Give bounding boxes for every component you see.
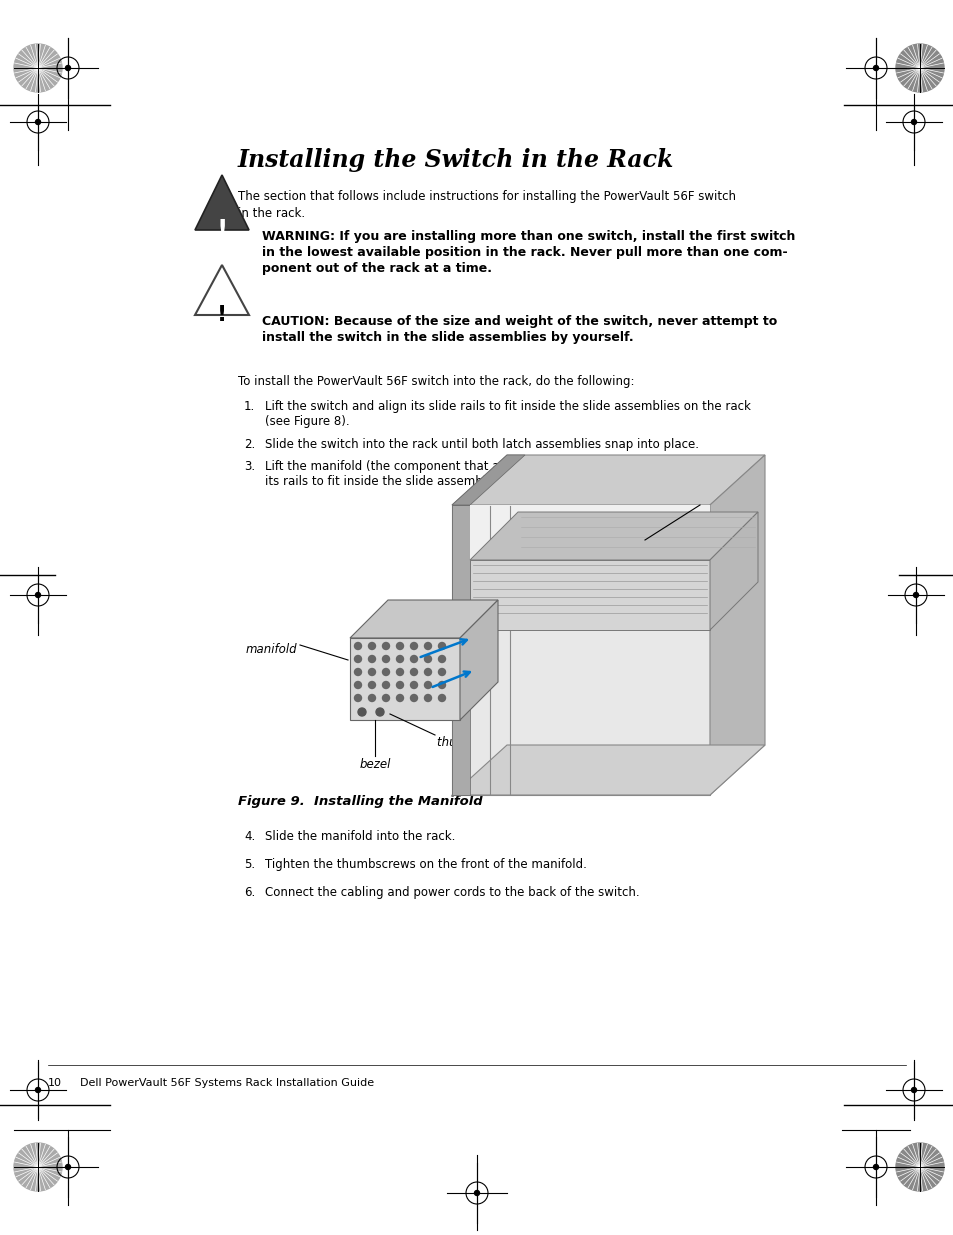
Text: 6.: 6. <box>244 885 255 899</box>
Text: manifold: manifold <box>245 643 296 656</box>
Circle shape <box>35 120 40 125</box>
Circle shape <box>424 682 431 688</box>
Circle shape <box>410 682 417 688</box>
Circle shape <box>438 694 445 701</box>
Text: (see Figure 8).: (see Figure 8). <box>265 415 349 429</box>
Text: !: ! <box>216 305 227 325</box>
Polygon shape <box>452 745 764 795</box>
Circle shape <box>355 694 361 701</box>
Circle shape <box>438 642 445 650</box>
Circle shape <box>368 668 375 676</box>
Text: Lift the manifold (the component that attaches to the front of the switch and al: Lift the manifold (the component that at… <box>265 459 752 473</box>
Polygon shape <box>709 454 764 795</box>
Text: Slide the manifold into the rack.: Slide the manifold into the rack. <box>265 830 455 844</box>
Polygon shape <box>470 513 758 559</box>
Text: Slide the switch into the rack until both latch assemblies snap into place.: Slide the switch into the rack until bot… <box>265 438 699 451</box>
Circle shape <box>355 656 361 662</box>
Circle shape <box>438 668 445 676</box>
Circle shape <box>14 44 62 91</box>
Circle shape <box>355 668 361 676</box>
Text: 10: 10 <box>48 1078 62 1088</box>
Circle shape <box>368 642 375 650</box>
Circle shape <box>895 1144 943 1191</box>
Circle shape <box>396 642 403 650</box>
Circle shape <box>424 656 431 662</box>
Polygon shape <box>452 505 709 795</box>
Text: Figure 9.  Installing the Manifold: Figure 9. Installing the Manifold <box>237 795 482 808</box>
Text: ponent out of the rack at a time.: ponent out of the rack at a time. <box>262 262 492 275</box>
Circle shape <box>424 668 431 676</box>
Circle shape <box>382 682 389 688</box>
Text: 4.: 4. <box>244 830 255 844</box>
Circle shape <box>873 1165 878 1170</box>
Circle shape <box>35 1088 40 1093</box>
Circle shape <box>66 1165 71 1170</box>
Polygon shape <box>452 454 764 505</box>
Polygon shape <box>470 505 709 559</box>
Text: !: ! <box>216 219 228 242</box>
Circle shape <box>873 65 878 70</box>
Polygon shape <box>452 454 524 505</box>
Text: in the rack.: in the rack. <box>237 207 305 220</box>
Text: install the switch in the slide assemblies by yourself.: install the switch in the slide assembli… <box>262 331 633 345</box>
Polygon shape <box>194 175 249 230</box>
Circle shape <box>424 642 431 650</box>
Circle shape <box>396 682 403 688</box>
Circle shape <box>375 708 384 716</box>
Circle shape <box>424 694 431 701</box>
Circle shape <box>35 593 40 598</box>
Polygon shape <box>459 600 497 720</box>
Polygon shape <box>709 513 758 630</box>
Circle shape <box>913 593 918 598</box>
Circle shape <box>410 694 417 701</box>
Circle shape <box>14 1144 62 1191</box>
Text: Installing the Switch in the Rack: Installing the Switch in the Rack <box>237 148 674 172</box>
Text: Lift the switch and align its slide rails to fit inside the slide assemblies on : Lift the switch and align its slide rail… <box>265 400 750 412</box>
Text: The section that follows include instructions for installing the PowerVault 56F : The section that follows include instruc… <box>237 190 735 203</box>
Circle shape <box>368 656 375 662</box>
Circle shape <box>410 642 417 650</box>
Circle shape <box>382 668 389 676</box>
Text: 5.: 5. <box>244 858 254 871</box>
Text: Dell PowerVault 56F Systems Rack Installation Guide: Dell PowerVault 56F Systems Rack Install… <box>80 1078 374 1088</box>
Circle shape <box>396 668 403 676</box>
Text: To install the PowerVault 56F switch into the rack, do the following:: To install the PowerVault 56F switch int… <box>237 375 634 388</box>
Circle shape <box>396 694 403 701</box>
Polygon shape <box>470 559 709 630</box>
Text: its rails to fit inside the slide assemblies on the rack (see Figure 9).: its rails to fit inside the slide assemb… <box>265 475 661 488</box>
Circle shape <box>410 668 417 676</box>
Circle shape <box>438 682 445 688</box>
Polygon shape <box>350 600 497 638</box>
Text: 1.: 1. <box>244 400 255 412</box>
Polygon shape <box>194 266 249 315</box>
Text: Connect the cabling and power cords to the back of the switch.: Connect the cabling and power cords to t… <box>265 885 639 899</box>
Circle shape <box>382 642 389 650</box>
Polygon shape <box>452 505 470 795</box>
Text: switch: switch <box>701 490 739 503</box>
Circle shape <box>355 642 361 650</box>
Circle shape <box>396 656 403 662</box>
Circle shape <box>438 656 445 662</box>
Text: in the lowest available position in the rack. Never pull more than one com-: in the lowest available position in the … <box>262 246 787 259</box>
Polygon shape <box>350 638 459 720</box>
Circle shape <box>382 656 389 662</box>
Text: WARNING: If you are installing more than one switch, install the first switch: WARNING: If you are installing more than… <box>262 230 795 243</box>
Circle shape <box>895 44 943 91</box>
Circle shape <box>355 682 361 688</box>
Circle shape <box>382 694 389 701</box>
Circle shape <box>474 1191 479 1195</box>
Text: 2.: 2. <box>244 438 255 451</box>
Text: CAUTION: Because of the size and weight of the switch, never attempt to: CAUTION: Because of the size and weight … <box>262 315 777 329</box>
Circle shape <box>910 1088 916 1093</box>
Circle shape <box>357 708 366 716</box>
Text: bezel: bezel <box>359 758 391 771</box>
Circle shape <box>66 65 71 70</box>
Text: 3.: 3. <box>244 459 254 473</box>
Circle shape <box>368 682 375 688</box>
Text: thumbscrews (2): thumbscrews (2) <box>436 736 536 748</box>
Circle shape <box>410 656 417 662</box>
Text: Tighten the thumbscrews on the front of the manifold.: Tighten the thumbscrews on the front of … <box>265 858 586 871</box>
Circle shape <box>368 694 375 701</box>
Circle shape <box>910 120 916 125</box>
